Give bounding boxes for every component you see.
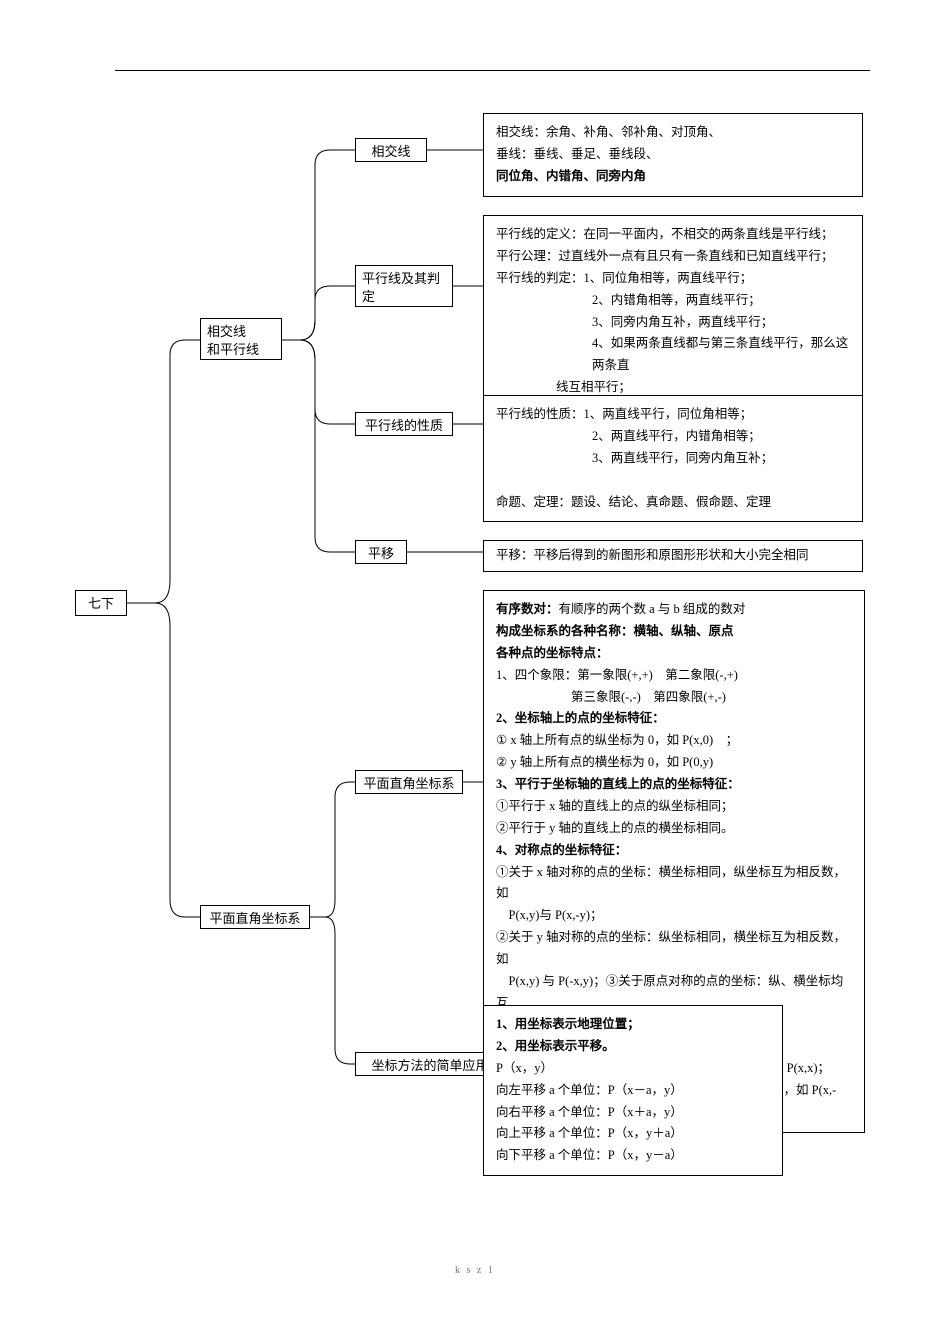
content-line: 2、坐标轴上的点的坐标特征： (496, 708, 854, 730)
node-parallel-prop: 平行线的性质 (355, 412, 453, 436)
page-footer: k s z 1 (455, 1265, 495, 1276)
content-parallel-prop: 平行线的性质：1、两直线平行，同位角相等；2、两直线平行，内错角相等；3、两直线… (483, 395, 863, 522)
content-line: 平行线的判定：1、同位角相等，两直线平行； (496, 268, 852, 290)
diagram-canvas: 七下 相交线 和平行线 平面直角坐标系 相交线 平行线及其判定 平行线的性质 平… (0, 0, 945, 1337)
content-line: 向右平移 a 个单位：P（x＋a，y） (496, 1102, 772, 1124)
node-coord-apply-label: 坐标方法的简单应用 (371, 1058, 488, 1073)
node-coord-sys: 平面直角坐标系 (355, 770, 463, 794)
content-line: ②关于 y 轴对称的点的坐标：纵坐标相同，横坐标互为相反数，如 (496, 927, 854, 971)
node-translate-label: 平移 (368, 546, 394, 561)
root-node: 七下 (75, 590, 127, 616)
content-line: 向下平移 a 个单位：P（x，y－a） (496, 1145, 772, 1167)
node-coord-sys-label: 平面直角坐标系 (363, 776, 454, 791)
footer-text: k s z 1 (455, 1265, 495, 1276)
content-line: P（x，y） (496, 1058, 772, 1080)
content-line: 3、同旁内角互补，两直线平行； (496, 312, 852, 334)
node-intersect: 相交线 (355, 138, 427, 162)
content-line: 2、内错角相等，两直线平行； (496, 290, 852, 312)
content-line: 第三象限(-,-) 第四象限(+,-) (496, 687, 854, 709)
content-intersect: 相交线：余角、补角、邻补角、对顶角、垂线：垂线、垂足、垂线段、同位角、内错角、同… (483, 113, 863, 197)
content-line: 有序数对：有顺序的两个数 a 与 b 组成的数对 (496, 599, 854, 621)
content-line: ①平行于 x 轴的直线上的点的纵坐标相同； (496, 796, 854, 818)
content-line: ② y 轴上所有点的横坐标为 0，如 P(0,y) (496, 752, 854, 774)
content-line: 3、两直线平行，同旁内角互补； (496, 448, 852, 470)
branch-coords-label: 平面直角坐标系 (209, 911, 300, 926)
branch-lines-node: 相交线 和平行线 (200, 318, 282, 360)
content-parallel-judge: 平行线的定义：在同一平面内，不相交的两条直线是平行线；平行公理：过直线外一点有且… (483, 215, 863, 408)
content-line: 相交线：余角、补角、邻补角、对顶角、 (496, 122, 852, 144)
content-line: 4、如果两条直线都与第三条直线平行，那么这两条直 (496, 333, 852, 377)
content-line: 平行线的定义：在同一平面内，不相交的两条直线是平行线； (496, 224, 852, 246)
content-line: 同位角、内错角、同旁内角 (496, 166, 852, 188)
content-line: 平移：平移后得到的新图形和原图形形状和大小完全相同 (496, 545, 852, 567)
node-parallel-judge-label: 平行线及其判定 (362, 271, 440, 304)
content-line: 3、平行于坐标轴的直线上的点的坐标特征： (496, 774, 854, 796)
content-line: 2、用坐标表示平移。 (496, 1036, 772, 1058)
content-line: 命题、定理：题设、结论、真命题、假命题、定理 (496, 492, 852, 514)
content-line: ① x 轴上所有点的纵坐标为 0，如 P(x,0) ； (496, 730, 854, 752)
content-line: 1、四个象限：第一象限(+,+) 第二象限(-,+) (496, 665, 854, 687)
node-parallel-judge: 平行线及其判定 (355, 265, 453, 307)
content-line: P(x,y)与 P(x,-y)； (496, 905, 854, 927)
content-line: 向左平移 a 个单位：P（x－a，y） (496, 1080, 772, 1102)
content-translate: 平移：平移后得到的新图形和原图形形状和大小完全相同 (483, 540, 863, 572)
content-line: 1、用坐标表示地理位置； (496, 1014, 772, 1036)
content-coord-apply: 1、用坐标表示地理位置；2、用坐标表示平移。P（x，y）向左平移 a 个单位：P… (483, 1005, 783, 1176)
content-line: ①关于 x 轴对称的点的坐标：横坐标相同，纵坐标互为相反数，如 (496, 862, 854, 906)
content-line (496, 470, 852, 492)
content-line: 向上平移 a 个单位：P（x，y＋a） (496, 1123, 772, 1145)
content-line: 各种点的坐标特点： (496, 643, 854, 665)
branch-lines-label: 相交线 和平行线 (207, 324, 259, 357)
content-line: 垂线：垂线、垂足、垂线段、 (496, 144, 852, 166)
content-line: 平行线的性质：1、两直线平行，同位角相等； (496, 404, 852, 426)
node-intersect-label: 相交线 (371, 144, 410, 159)
content-line: 平行公理：过直线外一点有且只有一条直线和已知直线平行； (496, 246, 852, 268)
content-line: 构成坐标系的各种名称：横轴、纵轴、原点 (496, 621, 854, 643)
content-line: ②平行于 y 轴的直线上的点的横坐标相同。 (496, 818, 854, 840)
root-label: 七下 (88, 596, 114, 611)
content-line: 2、两直线平行，内错角相等； (496, 426, 852, 448)
page-top-rule (115, 70, 870, 71)
node-translate: 平移 (355, 540, 407, 564)
content-line: 4、对称点的坐标特征： (496, 840, 854, 862)
branch-coords-node: 平面直角坐标系 (200, 905, 310, 929)
node-parallel-prop-label: 平行线的性质 (365, 418, 443, 433)
